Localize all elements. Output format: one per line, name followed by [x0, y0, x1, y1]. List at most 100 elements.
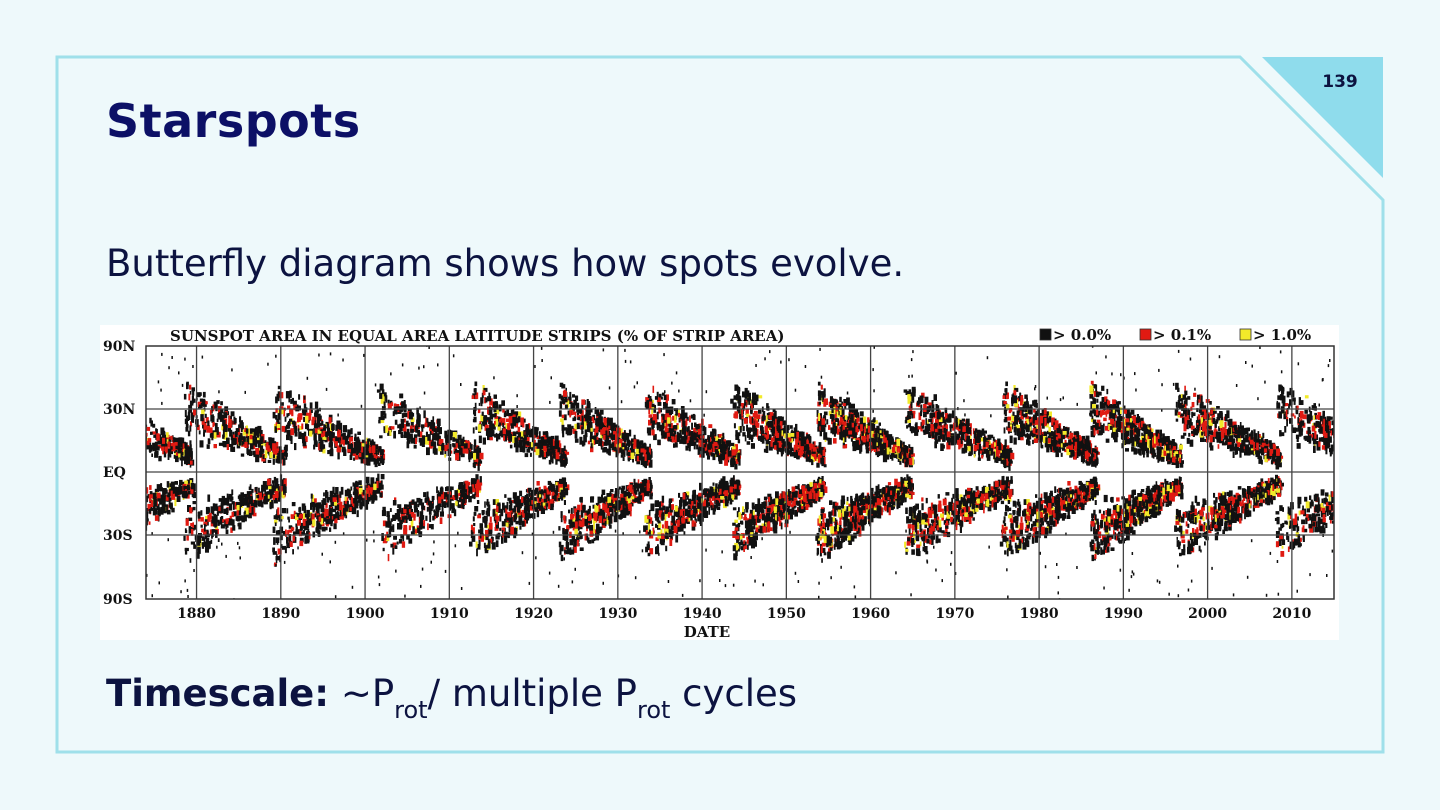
spot-mark	[372, 441, 376, 448]
spot-mark	[586, 527, 588, 532]
spot-mark	[105, 507, 108, 514]
spot-mark	[225, 529, 229, 535]
spot-mark	[600, 433, 603, 440]
spot-mark	[584, 429, 588, 436]
spot-mark	[178, 453, 181, 458]
spot-mark	[588, 539, 592, 544]
spot-mark	[504, 430, 508, 438]
spot-mark	[258, 487, 260, 493]
spot-mark	[241, 515, 245, 523]
slide-title: Starspots	[106, 94, 361, 148]
spot-mark	[291, 411, 294, 417]
spot-mark	[692, 500, 696, 505]
spot-mark	[621, 485, 626, 490]
spot-mark	[197, 546, 201, 554]
spot-mark	[385, 535, 390, 542]
spot-mark	[318, 516, 322, 522]
spot-mark	[383, 427, 386, 434]
spot-mark	[510, 423, 514, 429]
spot-mark	[403, 430, 407, 438]
spot-mark	[350, 428, 353, 435]
spot-mark	[690, 438, 694, 446]
spot-mark	[324, 526, 328, 531]
spot-mark	[608, 516, 613, 524]
spot-mark	[231, 439, 235, 446]
spot-mark	[189, 390, 192, 395]
spot-mark	[150, 431, 153, 435]
spot-mark	[686, 436, 691, 444]
spot-mark	[146, 432, 148, 437]
spot-mark	[484, 521, 488, 528]
spot-mark	[609, 524, 612, 529]
spot-mark	[262, 495, 264, 500]
spot-mark	[184, 410, 187, 417]
spot-mark	[699, 509, 702, 513]
spot-mark	[297, 519, 301, 526]
spot-mark	[703, 510, 709, 518]
spot-mark	[435, 426, 439, 433]
spot-mark	[552, 452, 555, 459]
spot-mark	[620, 497, 625, 504]
spot-mark	[216, 511, 219, 516]
spot-mark	[163, 451, 167, 458]
spot-mark	[542, 433, 547, 440]
spot-mark	[407, 512, 410, 520]
spot-mark	[361, 443, 366, 447]
spot-mark	[284, 546, 287, 554]
spot-mark	[633, 482, 638, 489]
spot-mark	[722, 499, 725, 504]
spot-mark	[347, 491, 350, 497]
spot-mark	[367, 438, 371, 443]
spot-mark	[320, 504, 325, 513]
spot-mark	[184, 547, 188, 555]
spot-mark	[719, 488, 722, 495]
spot-mark	[509, 421, 514, 426]
spot-mark	[167, 448, 172, 457]
spot-mark	[476, 544, 481, 550]
spot-mark	[439, 427, 441, 435]
spot-mark	[366, 437, 368, 443]
spot-mark	[342, 425, 347, 433]
spot-mark	[227, 425, 231, 432]
spot-mark	[315, 526, 319, 533]
spot-mark	[307, 412, 312, 421]
spot-mark	[534, 442, 538, 447]
spot-mark	[219, 414, 223, 422]
spot-mark	[117, 397, 119, 400]
spot-mark	[400, 407, 403, 413]
spot-mark	[525, 424, 529, 430]
spot-mark	[200, 517, 204, 522]
spot-mark	[556, 442, 559, 449]
spot-mark	[565, 451, 570, 455]
spot-mark	[724, 584, 727, 588]
spot-mark	[155, 492, 158, 497]
spot-mark	[629, 508, 632, 517]
spot-mark	[637, 497, 641, 504]
spot-mark	[595, 528, 600, 533]
spot-mark	[321, 526, 326, 532]
spot-mark	[421, 424, 425, 429]
spot-mark	[563, 414, 567, 421]
spot-mark	[496, 515, 500, 521]
spot-mark	[121, 519, 124, 524]
spot-mark	[267, 362, 269, 366]
spot-mark	[519, 525, 522, 530]
spot-mark	[497, 614, 499, 617]
spot-mark	[549, 440, 553, 446]
spot-mark	[533, 439, 536, 445]
spot-mark	[286, 536, 289, 544]
spot-mark	[285, 529, 287, 537]
spot-mark	[629, 360, 632, 364]
spot-mark	[406, 534, 410, 540]
spot-mark	[183, 448, 185, 456]
spot-mark	[419, 414, 421, 422]
spot-mark	[118, 511, 122, 517]
spot-mark	[707, 502, 711, 507]
spot-mark	[738, 483, 741, 491]
spot-mark	[413, 425, 416, 429]
spot-mark	[626, 491, 630, 497]
spot-mark	[433, 448, 438, 455]
spot-mark	[697, 448, 700, 455]
spot-mark	[410, 419, 414, 428]
spot-mark	[531, 532, 534, 536]
